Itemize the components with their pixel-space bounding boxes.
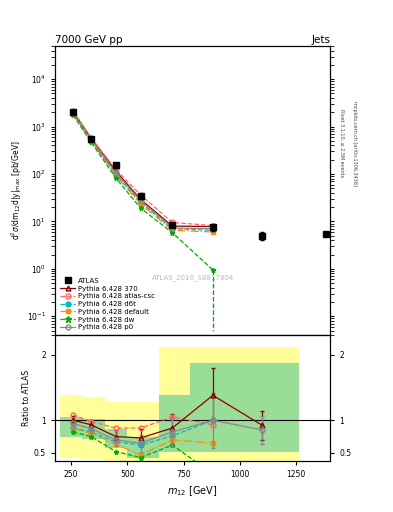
Y-axis label: d$^2\sigma$/dm$_{12}$d|y|$_{max}$ [pb/GeV]: d$^2\sigma$/dm$_{12}$d|y|$_{max}$ [pb/Ge… <box>10 141 24 241</box>
Text: Jets: Jets <box>311 35 330 45</box>
X-axis label: $m_{12}$ [GeV]: $m_{12}$ [GeV] <box>167 484 218 498</box>
Text: Rivet 3.1.10, ≥ 2.5M events: Rivet 3.1.10, ≥ 2.5M events <box>339 109 344 178</box>
Text: 7000 GeV pp: 7000 GeV pp <box>55 35 123 45</box>
Legend: ATLAS, Pythia 6.428 370, Pythia 6.428 atlas-csc, Pythia 6.428 d6t, Pythia 6.428 : ATLAS, Pythia 6.428 370, Pythia 6.428 at… <box>59 276 156 332</box>
Text: ATLAS_2010_S8817804: ATLAS_2010_S8817804 <box>151 274 234 281</box>
Y-axis label: Ratio to ATLAS: Ratio to ATLAS <box>22 370 31 426</box>
Text: mcplots.cern.ch [arXiv:1306.3436]: mcplots.cern.ch [arXiv:1306.3436] <box>352 101 357 186</box>
